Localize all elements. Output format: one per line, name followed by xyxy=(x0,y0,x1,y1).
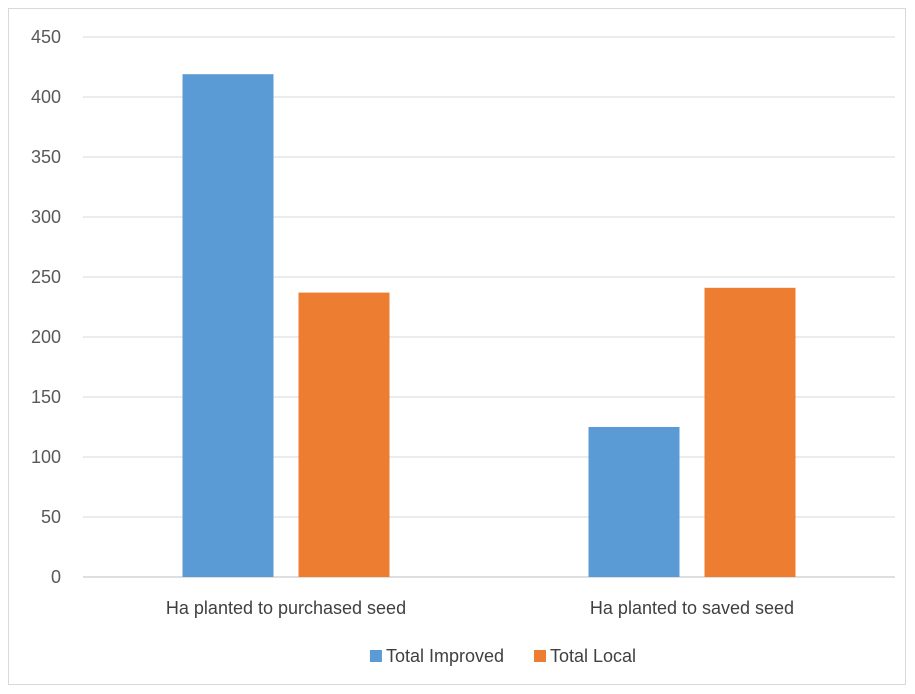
y-tick-label: 450 xyxy=(31,27,61,47)
y-tick-label: 100 xyxy=(31,447,61,467)
y-tick-label: 250 xyxy=(31,267,61,287)
legend-swatch xyxy=(534,650,546,662)
y-tick-label: 350 xyxy=(31,147,61,167)
x-category-label: Ha planted to saved seed xyxy=(590,598,794,618)
legend-label: Total Local xyxy=(550,646,636,666)
legend-label: Total Improved xyxy=(386,646,504,666)
legend-swatch xyxy=(369,650,382,662)
y-tick-label: 400 xyxy=(31,87,61,107)
bar-total-local xyxy=(704,287,796,577)
y-tick-label: 0 xyxy=(51,567,61,587)
y-tick-label: 200 xyxy=(31,327,61,347)
bar-total-local xyxy=(298,292,390,577)
x-category-label: Ha planted to purchased seed xyxy=(166,598,406,618)
y-tick-label: 300 xyxy=(31,207,61,227)
bar-total-improved xyxy=(588,427,680,577)
y-tick-label: 150 xyxy=(31,387,61,407)
bar-total-improved xyxy=(182,74,274,577)
y-tick-label: 50 xyxy=(41,507,61,527)
